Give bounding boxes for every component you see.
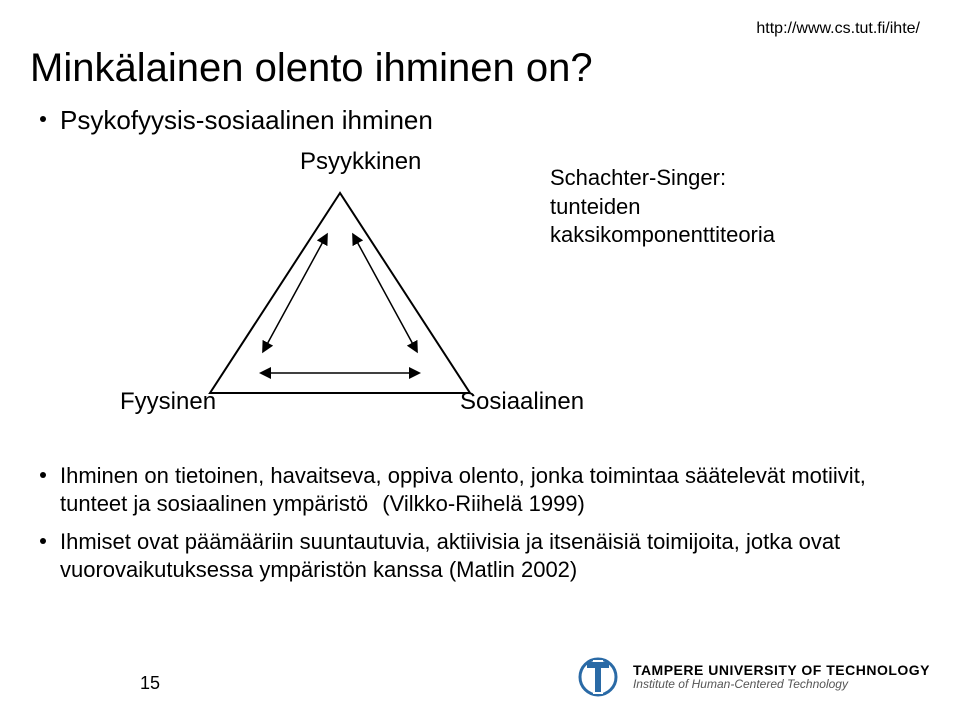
bullet-dot bbox=[40, 472, 46, 478]
annotation-line2: tunteiden bbox=[550, 193, 775, 222]
bullet-dot bbox=[40, 116, 46, 122]
bullet-1: Psykofyysis-sosiaalinen ihminen bbox=[40, 104, 433, 137]
annotation-line1: Schachter-Singer: bbox=[550, 164, 775, 193]
triangle-right-label: Sosiaalinen bbox=[460, 388, 584, 416]
footer-logo: TAMPERE UNIVERSITY OF TECHNOLOGY Institu… bbox=[575, 654, 930, 700]
triangle-left-label: Fyysinen bbox=[120, 388, 216, 416]
page-title: Minkälainen olento ihminen on? bbox=[30, 46, 593, 91]
triangle-top-label: Psyykkinen bbox=[300, 148, 421, 176]
triangle-svg bbox=[190, 178, 490, 408]
logo-main-text: TAMPERE UNIVERSITY OF TECHNOLOGY bbox=[633, 662, 930, 678]
bullet-2-text: Ihminen on tietoinen, havaitseva, oppiva… bbox=[60, 462, 920, 517]
page-url: http://www.cs.tut.fi/ihte/ bbox=[756, 20, 920, 38]
bullet-2-cite: (Vilkko-Riihelä 1999) bbox=[382, 491, 585, 516]
logo-sub-text: Institute of Human-Centered Technology bbox=[633, 678, 930, 692]
diagram-annotation: Schachter-Singer: tunteiden kaksikompone… bbox=[550, 164, 775, 250]
page-number: 15 bbox=[140, 673, 160, 694]
triangle-shape bbox=[210, 193, 470, 393]
logo-icon bbox=[575, 654, 621, 700]
bullet-2: Ihminen on tietoinen, havaitseva, oppiva… bbox=[40, 462, 920, 517]
triangle-diagram: Psyykkinen Fyysinen Sosiaalinen Schachte… bbox=[110, 150, 850, 430]
bullet-3: Ihmiset ovat päämääriin suuntautuvia, ak… bbox=[40, 528, 920, 583]
annotation-line3: kaksikomponenttiteoria bbox=[550, 221, 775, 250]
bullet-3-text: Ihmiset ovat päämääriin suuntautuvia, ak… bbox=[60, 528, 920, 583]
bullet-dot bbox=[40, 538, 46, 544]
bullet-1-text: Psykofyysis-sosiaalinen ihminen bbox=[60, 104, 433, 137]
logo-text: TAMPERE UNIVERSITY OF TECHNOLOGY Institu… bbox=[633, 662, 930, 692]
